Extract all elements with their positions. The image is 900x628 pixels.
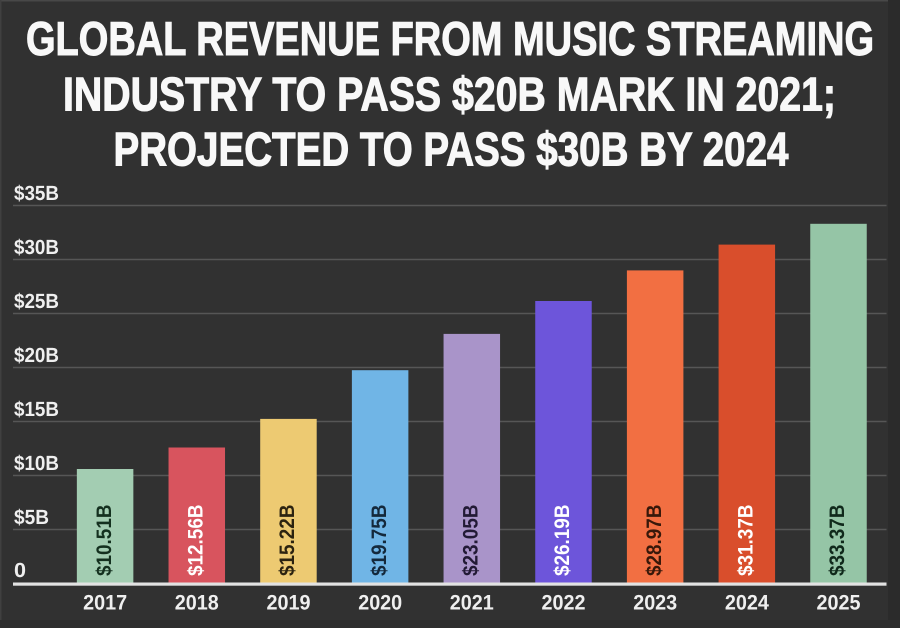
svg-text:$31.37B: $31.37B [735,505,758,577]
svg-text:2019: 2019 [267,592,311,615]
svg-text:$19.75B: $19.75B [368,505,391,577]
svg-text:$30B: $30B [14,236,59,259]
svg-text:$5B: $5B [14,506,49,529]
svg-text:$23.05B: $23.05B [460,505,483,577]
svg-text:2017: 2017 [83,592,127,615]
svg-text:$15B: $15B [14,398,59,421]
svg-text:2024: 2024 [725,592,769,615]
svg-text:$15.22B: $15.22B [276,505,299,577]
svg-text:2025: 2025 [817,592,861,615]
svg-text:2022: 2022 [542,592,586,615]
svg-text:$12.56B: $12.56B [185,505,208,577]
svg-text:2018: 2018 [175,592,219,615]
svg-text:GLOBAL REVENUE FROM MUSIC STRE: GLOBAL REVENUE FROM MUSIC STREAMING [26,13,874,66]
svg-text:$26.19B: $26.19B [551,505,574,577]
svg-text:2020: 2020 [358,592,402,615]
svg-text:2023: 2023 [633,592,677,615]
svg-text:$25B: $25B [14,290,59,313]
svg-text:PROJECTED TO PASS $30B BY 2024: PROJECTED TO PASS $30B BY 2024 [114,124,789,177]
svg-text:$33.37B: $33.37B [826,505,849,577]
svg-text:$10B: $10B [14,452,59,475]
svg-text:0: 0 [14,559,26,582]
svg-text:$10.51B: $10.51B [93,505,116,577]
svg-text:2021: 2021 [450,592,494,615]
svg-text:$28.97B: $28.97B [643,505,666,577]
svg-text:$20B: $20B [14,344,59,367]
svg-text:$35B: $35B [14,182,59,205]
svg-text:INDUSTRY TO PASS $20B MARK IN: INDUSTRY TO PASS $20B MARK IN 2021; [63,69,836,122]
